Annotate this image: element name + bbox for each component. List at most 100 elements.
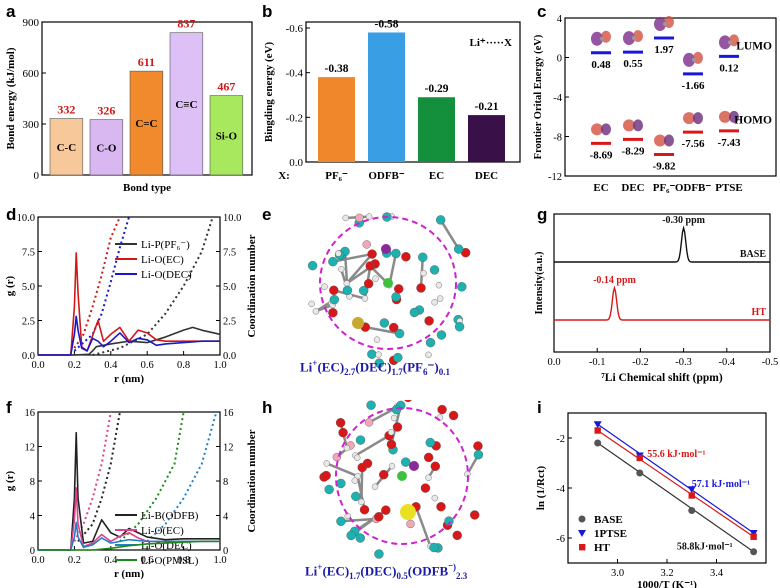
- atom: [336, 478, 346, 489]
- atom: [351, 491, 361, 502]
- b-xlabel-prefix: X:: [278, 170, 290, 182]
- boron-atom: [409, 461, 419, 471]
- c-orbital-lumo: [693, 51, 703, 64]
- chart-h-nmr: 0.0 -0.1 -0.2 -0.3 -0.4 -0.5 ⁷Li Chemical shif…: [534, 213, 778, 384]
- c-category-label: PTSE: [715, 182, 743, 194]
- atom: [393, 352, 403, 363]
- d-xtick-label: 0.8: [177, 360, 190, 371]
- atom: [372, 275, 379, 282]
- atom: [453, 244, 464, 254]
- d-ytick-right-label: 5.0: [223, 282, 236, 293]
- c-lumo-label: 0.12: [719, 62, 739, 74]
- c-orbital-homo: [729, 110, 739, 123]
- atom: [387, 429, 395, 436]
- li-ion: [397, 471, 407, 481]
- a-value-label: 837: [177, 17, 195, 31]
- atom: [374, 549, 384, 559]
- atom: [354, 454, 361, 461]
- b-ytick-label: 0.0: [289, 157, 303, 169]
- f-ytick-right-label: 16: [223, 408, 234, 419]
- c-orbital-homo: [654, 134, 666, 147]
- f-series-line: [38, 540, 220, 551]
- f-legend-label: Li-B(ODFB): [141, 510, 199, 522]
- atom: [374, 512, 384, 522]
- atom: [416, 283, 426, 293]
- c-orbital-homo: [633, 119, 643, 132]
- f-cn-curve: [73, 411, 112, 542]
- a-category-label: C-O: [96, 142, 117, 154]
- a-value-label: 611: [138, 55, 155, 69]
- i-point: [750, 548, 758, 556]
- atom: [424, 316, 434, 326]
- f-ytick-label: 4: [30, 512, 36, 523]
- atom: [429, 542, 439, 553]
- i-point: [688, 492, 695, 499]
- a-category-label: C=C: [135, 118, 157, 130]
- atom: [329, 285, 339, 296]
- atom: [389, 322, 399, 333]
- i-point: [688, 507, 696, 514]
- d-ytick-label: 7.5: [22, 248, 35, 259]
- atom: [308, 300, 315, 308]
- atom: [425, 337, 436, 348]
- bond: [354, 434, 390, 457]
- f-legend-label: Li-O(PMSL): [141, 555, 199, 567]
- molecule-cluster-g: [319, 400, 484, 559]
- i-point: [594, 427, 601, 434]
- atom: [391, 292, 401, 302]
- i-xtick-label: 3.4: [710, 568, 724, 579]
- bond: [365, 325, 400, 335]
- i-fit-line: [597, 442, 754, 553]
- c-homo-label: -8.69: [590, 149, 613, 161]
- atom: [391, 248, 401, 259]
- h-xtick-label: -0.4: [718, 357, 735, 368]
- d-xtick-label: 0.6: [141, 360, 154, 371]
- b-value-label: -0.21: [475, 101, 499, 113]
- d-xtick-label: 0.4: [104, 360, 118, 371]
- c-homo-label: -9.82: [653, 160, 676, 172]
- i-ytick-label: -2: [556, 434, 565, 445]
- atom: [429, 265, 440, 275]
- sulfur-atom: [400, 504, 416, 520]
- atom: [457, 282, 467, 292]
- c-orbital-atom: [663, 22, 667, 27]
- i-xtick-label: 3.2: [660, 568, 673, 579]
- atom: [338, 427, 348, 438]
- d-plot-frame: [37, 216, 221, 356]
- h-xlabel: ⁷Li Chemical shift (ppm): [601, 372, 722, 384]
- a-bar: [89, 119, 124, 176]
- h-spectrum-line: [554, 285, 770, 321]
- atom: [420, 483, 431, 493]
- b-ytick-label: -0.6: [286, 23, 304, 35]
- c-ytick-label: -8: [553, 133, 562, 144]
- panel-label-a: a: [6, 2, 16, 21]
- d-ytick-label: 2.5: [22, 317, 35, 328]
- i-point: [594, 439, 602, 447]
- atom: [366, 400, 376, 410]
- boron-atom: [381, 244, 391, 254]
- i-activation-energy: 55.6 kJ·mol⁻¹: [647, 449, 705, 460]
- f-ylabel: g (r): [4, 470, 16, 491]
- atom: [321, 283, 328, 290]
- c-ytick-label: 4: [557, 14, 563, 25]
- i-point: [593, 421, 602, 429]
- c-orbital-atom: [692, 57, 696, 62]
- d-xtick-label: 0.0: [31, 360, 44, 371]
- atom: [425, 437, 435, 448]
- a-ylabel: Bond energy (kJ/mol): [5, 47, 17, 149]
- f-cn-curve: [146, 411, 218, 543]
- solvation-shell-circle: [335, 407, 469, 545]
- c-orbital-lumo: [719, 35, 731, 50]
- panel-label-b: b: [262, 2, 273, 21]
- d-ytick-label: 0.0: [22, 351, 35, 362]
- atom: [379, 318, 390, 328]
- atom: [342, 214, 349, 222]
- i-ylabel: ln (1/Rct): [535, 466, 547, 511]
- h-series-label: HT: [752, 307, 767, 318]
- a-value-label: 332: [57, 103, 75, 117]
- h-xtick-label: -0.3: [675, 357, 692, 368]
- a-bar: [169, 32, 204, 176]
- atom: [362, 240, 371, 249]
- bond: [332, 252, 373, 263]
- atom: [342, 285, 353, 296]
